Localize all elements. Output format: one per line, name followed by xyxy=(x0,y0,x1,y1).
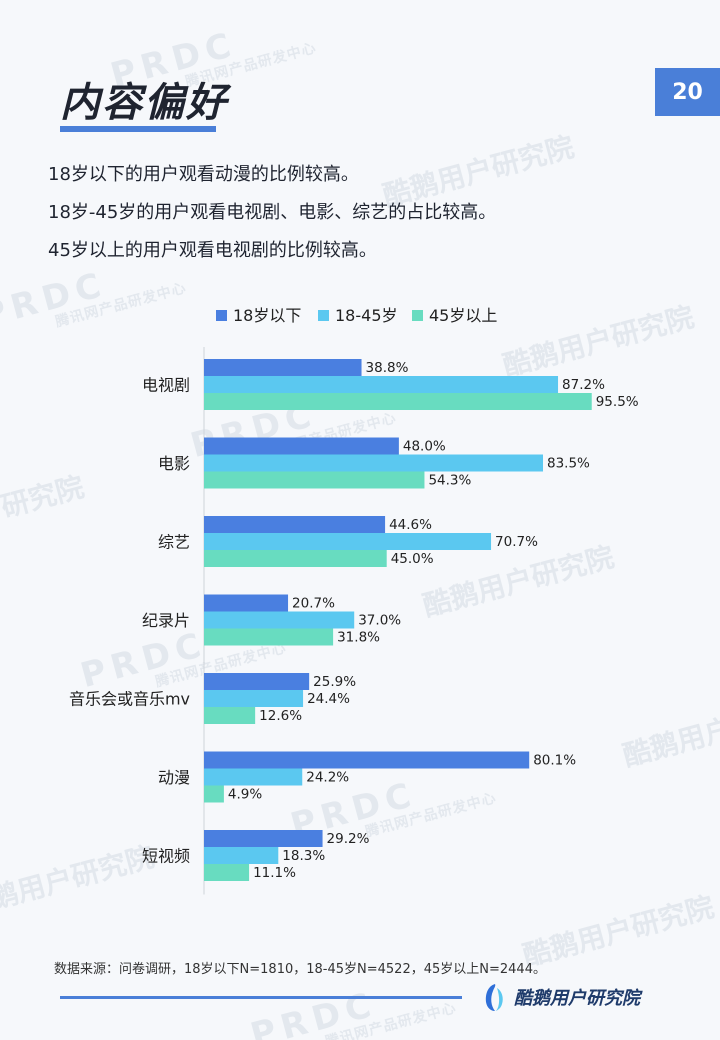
data-label: 38.8% xyxy=(366,360,409,376)
category-label: 电影 xyxy=(158,454,190,473)
bar xyxy=(204,376,559,393)
bar xyxy=(204,785,224,803)
bar xyxy=(204,611,355,629)
bar xyxy=(204,594,289,612)
data-label: 18.3% xyxy=(282,848,325,864)
description-line: 45岁以上的用户观看电视剧的比例较高。 xyxy=(48,240,377,261)
data-label: 48.0% xyxy=(403,439,446,455)
legend-label: 18-45岁 xyxy=(335,306,398,325)
data-source-note: 数据来源：问卷调研，18岁以下N=1810，18-45岁N=4522，45岁以上… xyxy=(54,962,546,977)
data-label: 11.1% xyxy=(253,865,296,881)
bar xyxy=(204,359,362,376)
bar xyxy=(204,533,492,550)
bar xyxy=(204,393,592,410)
bar xyxy=(204,864,250,881)
bar xyxy=(204,550,387,567)
data-label: 4.9% xyxy=(228,787,262,803)
legend-swatch xyxy=(216,310,227,321)
data-label: 20.7% xyxy=(292,596,335,612)
data-label: 12.6% xyxy=(259,708,302,724)
brand-name: 酷鹅用户研究院 xyxy=(514,988,640,1009)
legend-label: 18岁以下 xyxy=(233,306,301,325)
legend-swatch xyxy=(318,310,329,321)
category-label: 综艺 xyxy=(158,533,190,552)
data-label: 45.0% xyxy=(391,551,434,567)
page-title: 内容偏好 xyxy=(60,80,228,126)
data-label: 24.2% xyxy=(306,770,349,786)
legend-label: 45岁以上 xyxy=(429,306,497,325)
category-label: 短视频 xyxy=(142,847,190,866)
watermark-brand: 酷鹅用户研究院 xyxy=(519,890,718,973)
bar xyxy=(204,847,279,864)
bar xyxy=(204,768,303,786)
bar xyxy=(204,437,399,455)
category-label: 纪录片 xyxy=(142,611,190,630)
data-label: 70.7% xyxy=(495,534,538,550)
bar xyxy=(204,751,530,769)
category-label: 动漫 xyxy=(158,768,190,787)
data-label: 24.4% xyxy=(307,691,350,707)
footer-divider xyxy=(60,996,462,999)
bar xyxy=(204,516,386,533)
data-label: 87.2% xyxy=(562,377,605,393)
data-label: 80.1% xyxy=(533,753,576,769)
bar xyxy=(204,454,544,472)
data-label: 83.5% xyxy=(547,456,590,472)
category-label: 音乐会或音乐mv xyxy=(69,690,190,709)
data-label: 25.9% xyxy=(313,674,356,690)
footer-brand: 酷鹅用户研究院 xyxy=(482,982,640,1012)
data-label: 29.2% xyxy=(327,831,370,847)
page-number: 20 xyxy=(655,68,720,116)
data-label: 44.6% xyxy=(389,517,432,533)
description-line: 18岁以下的用户观看动漫的比例较高。 xyxy=(48,164,359,185)
category-label: 电视剧 xyxy=(142,376,190,395)
bar xyxy=(204,690,304,707)
bar xyxy=(204,673,310,690)
data-label: 37.0% xyxy=(358,613,401,629)
bar xyxy=(204,471,425,489)
penguin-logo-icon xyxy=(485,984,503,1011)
description-line: 18岁-45岁的用户观看电视剧、电影、综艺的占比较高。 xyxy=(48,202,497,223)
data-label: 54.3% xyxy=(428,473,471,489)
data-label: 95.5% xyxy=(596,394,639,410)
data-label: 31.8% xyxy=(337,630,380,646)
bar xyxy=(204,707,256,724)
bar xyxy=(204,830,323,847)
legend-swatch xyxy=(412,310,423,321)
bar xyxy=(204,628,334,646)
description: 18岁以下的用户观看动漫的比例较高。 18岁-45岁的用户观看电视剧、电影、综艺… xyxy=(48,156,496,270)
title-underline xyxy=(60,126,216,132)
